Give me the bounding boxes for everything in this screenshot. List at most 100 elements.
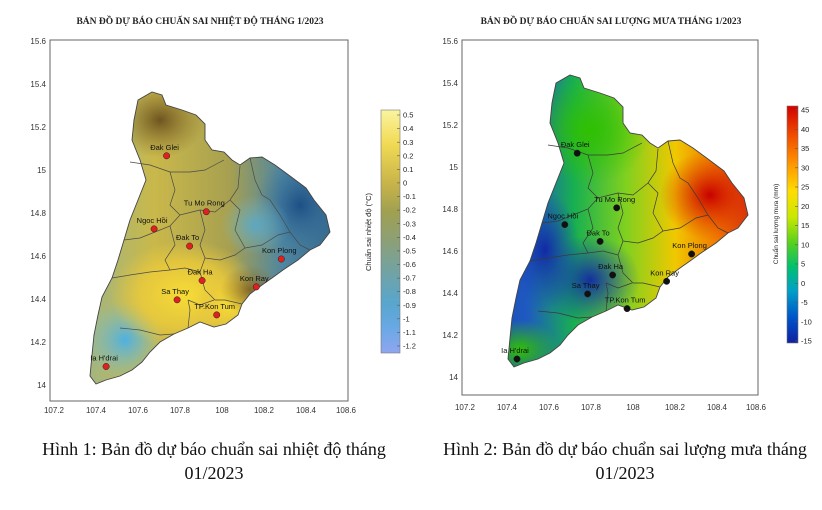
x-tick-label: 108.4 (296, 406, 317, 415)
y-tick-label: 15.2 (442, 121, 458, 130)
station-label: Đak Glei (150, 143, 179, 152)
colorbar-tick-label: -0.2 (403, 206, 416, 215)
map2-y-axis: 15.6 15.4 15.2 15 14.8 14.6 14.4 14.2 14 (442, 37, 458, 382)
x-tick-label: 107.2 (44, 406, 65, 415)
x-tick-label: 107.8 (170, 406, 191, 415)
station-marker (198, 277, 206, 284)
colorbar-tick-label: -5 (801, 298, 808, 307)
colorbar-tick-label: -1 (403, 314, 410, 323)
colorbar-tick-label: -1.1 (403, 328, 416, 337)
x-tick-label: 108.6 (746, 403, 767, 412)
colorbar-tick-label: 0.3 (403, 138, 413, 147)
station-marker (584, 290, 592, 298)
map2-panel: 107.2 107.4 107.6 107.8 108 108.2 108.4 … (442, 37, 811, 412)
x-tick-label: 108.2 (254, 406, 275, 415)
station-marker (213, 311, 221, 319)
map1-title: BẢN ĐỒ DỰ BÁO CHUẨN SAI NHIỆT ĐỘ THÁNG 1… (76, 14, 323, 27)
colorbar-tick-label: 0 (801, 279, 805, 288)
map2-colorbar-label: Chuẩn sai lượng mưa (mm) (772, 184, 780, 265)
station-marker (596, 237, 604, 245)
map1-colorbar-label: Chuẩn sai nhiệt độ (°C) (364, 192, 373, 271)
y-tick-label: 14.8 (442, 205, 458, 214)
x-tick-label: 107.2 (455, 403, 476, 412)
x-tick-label: 107.6 (128, 406, 149, 415)
y-tick-label: 14.2 (442, 331, 458, 340)
colorbar-tick-label: -0.1 (403, 192, 416, 201)
station-label: Kon Ray (240, 274, 269, 283)
colorbar-tick-label: 0 (403, 179, 407, 188)
station-label: TP.Kon Tum (194, 302, 235, 311)
station-marker (277, 255, 285, 263)
y-tick-label: 15.2 (30, 123, 46, 132)
station-label: Kon Plong (672, 241, 707, 250)
colorbar-tick-label: 15 (801, 221, 809, 230)
y-tick-label: 14 (449, 373, 458, 382)
map1-colorbar: 0.5 0.4 0.3 0.2 0.1 0 -0.1 -0.2 -0.3 -0.4 -0.5 -0.6… (364, 109, 416, 354)
colorbar-tick-label: 5 (801, 260, 805, 269)
map2-district-lines (529, 140, 729, 319)
station-marker (163, 152, 171, 160)
station-label: Ia H'drai (90, 354, 118, 363)
x-tick-label: 107.6 (539, 403, 560, 412)
y-tick-label: 15.4 (442, 79, 458, 88)
x-tick-label: 108.4 (707, 403, 728, 412)
station-label: Đak Ha (188, 268, 214, 277)
map1-district-lines (111, 157, 311, 336)
map2-caption: Hình 2: Bản đồ dự báo chuẩn sai lượng mư… (443, 439, 807, 483)
y-tick-label: 15.4 (30, 80, 46, 89)
map2-x-axis: 107.2 107.4 107.6 107.8 108 108.2 108.4 … (455, 403, 767, 412)
map2-title: BẢN ĐỒ DỰ BÁO CHUẨN SAI LƯỢNG MƯA THÁNG … (481, 14, 742, 27)
station-label: Ngoc Hồi (137, 216, 168, 225)
station-marker (186, 242, 194, 250)
station-label: Sa Thay (572, 281, 600, 290)
station-marker (688, 250, 696, 258)
colorbar-tick-label: 0.2 (403, 151, 413, 160)
x-tick-label: 108 (215, 406, 229, 415)
map2-field (508, 75, 748, 367)
station-label: TP.Kon Tum (605, 296, 646, 305)
colorbar-tick-label: -15 (801, 337, 812, 346)
y-tick-label: 15 (449, 163, 458, 172)
station-marker (102, 363, 110, 370)
x-tick-label: 108 (626, 403, 640, 412)
colorbar-tick-label: -0.5 (403, 247, 416, 256)
station-marker (613, 204, 621, 212)
map2-colorbar-scale (786, 105, 799, 344)
colorbar-tick-label: 10 (801, 240, 809, 249)
colorbar-tick-label: 30 (801, 163, 809, 172)
colorbar-tick-label: 0.1 (403, 165, 413, 174)
colorbar-tick-label: -0.6 (403, 260, 416, 269)
map2-stations: Đak Glei Tu Mo Rong Ngoc Hồi Đak To Kon Plon… (501, 140, 707, 363)
map1-frame (49, 39, 349, 402)
station-label: Tu Mo Rong (184, 199, 225, 208)
colorbar-tick-label: 0.4 (403, 124, 413, 133)
station-label: Đak To (176, 233, 199, 242)
x-tick-label: 108.2 (665, 403, 686, 412)
colorbar-tick-label: 35 (801, 144, 809, 153)
colorbar-tick-label: -1.2 (403, 342, 416, 351)
colorbar-tick-label: -0.8 (403, 287, 416, 296)
station-marker (609, 271, 617, 279)
x-tick-label: 107.4 (497, 403, 518, 412)
station-marker (561, 221, 569, 229)
colorbar-tick-label: -0.3 (403, 219, 416, 228)
y-tick-label: 15 (37, 166, 46, 175)
y-tick-label: 14.4 (442, 289, 458, 298)
station-label: Đak To (586, 228, 609, 237)
station-label: Đak Ha (598, 262, 624, 271)
map1-y-axis: 15.6 15.4 15.2 15 14.8 14.6 14.4 14.2 14 (30, 37, 46, 390)
map2-frame (461, 39, 759, 396)
colorbar-tick-label: -0.7 (403, 274, 416, 283)
station-marker (173, 296, 181, 304)
map1-x-axis: 107.2 107.4 107.6 107.8 108 108.2 108.4 … (44, 406, 357, 415)
map1-caption: Hình 1: Bản đồ dự báo chuẩn sai nhiệt độ… (42, 439, 386, 483)
station-marker (252, 283, 260, 291)
colorbar-tick-label: 0.5 (403, 111, 413, 120)
colorbar-tick-label: 40 (801, 125, 809, 134)
colorbar-tick-label: -10 (801, 317, 812, 326)
map1-colorbar-scale (380, 109, 401, 354)
station-label: Sa Thay (161, 287, 189, 296)
station-label: Đak Glei (561, 140, 590, 149)
station-marker (663, 277, 671, 285)
